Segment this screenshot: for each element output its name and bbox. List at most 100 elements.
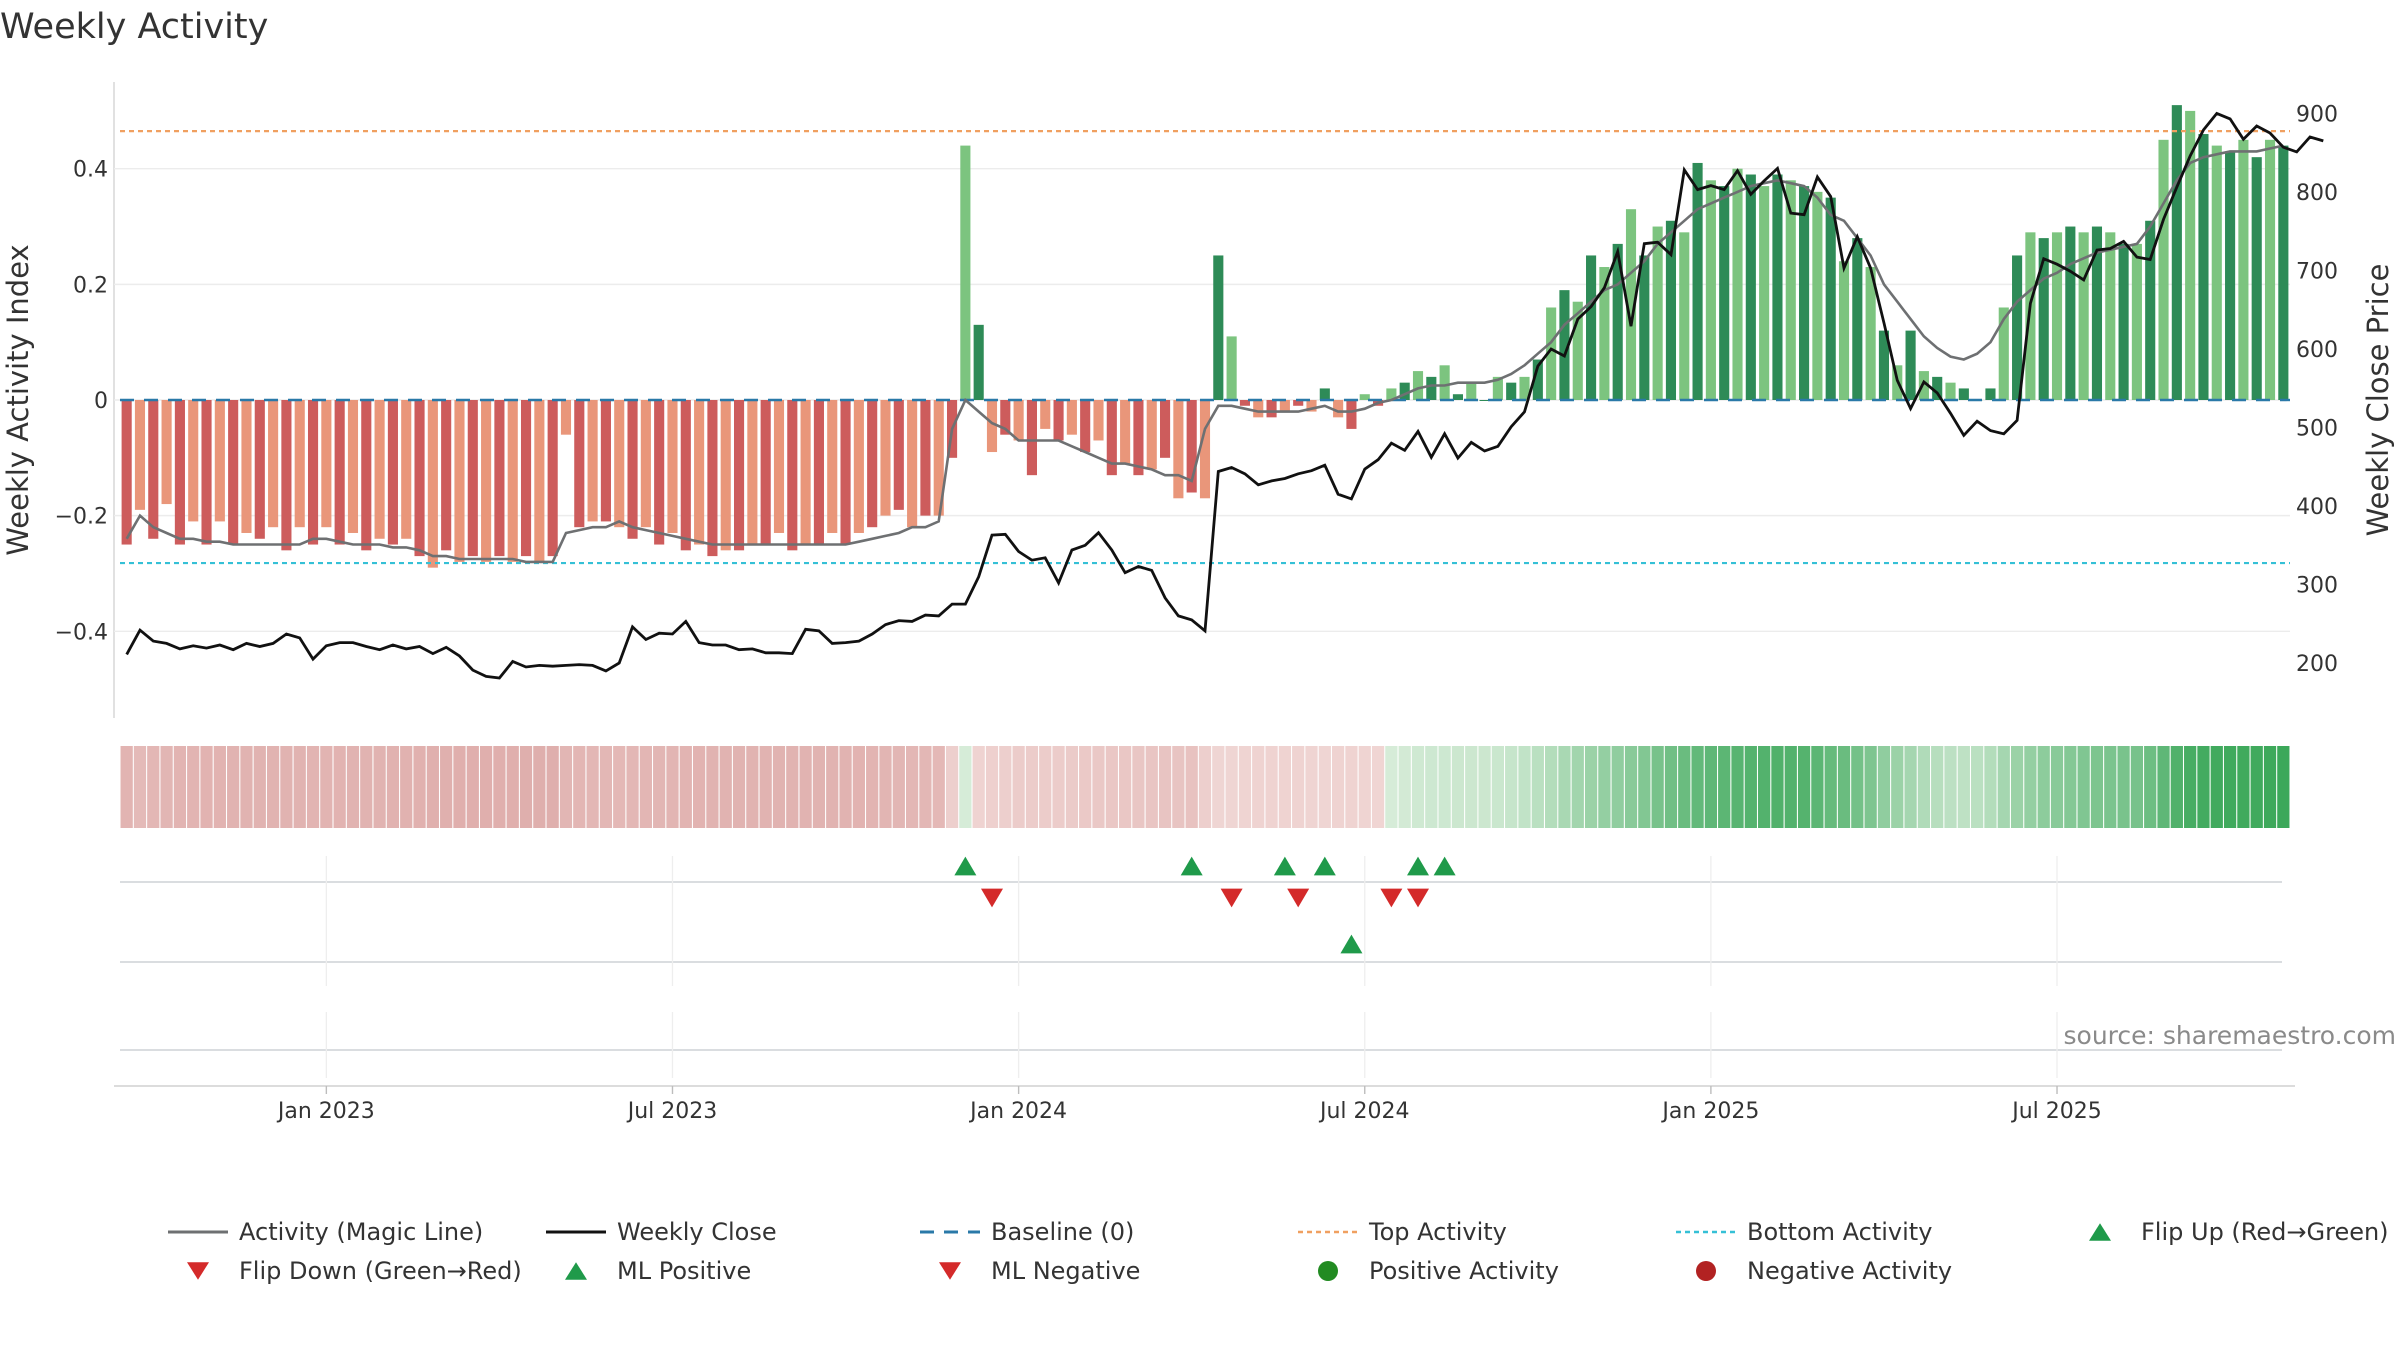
heat-strip-cell [266, 746, 280, 828]
activity-bar [960, 145, 971, 400]
activity-bar [1599, 267, 1610, 400]
heat-strip-cell [1172, 746, 1185, 828]
heat-strip-cell [1505, 746, 1518, 828]
legend-label: ML Positive [617, 1257, 751, 1285]
activity-bar [1319, 388, 1330, 400]
y-right-tick-label: 600 [2296, 338, 2338, 363]
heat-strip-cell [2277, 746, 2290, 828]
heat-strip-cell [1545, 746, 1558, 828]
heat-strip-cell [1704, 746, 1718, 828]
heat-strip-cell [1185, 746, 1198, 828]
heat-strip-cell [1092, 746, 1105, 828]
activity-bar [1692, 162, 1703, 400]
heat-strip-cell [1052, 746, 1065, 828]
magic-line-series [125, 144, 2284, 564]
activity-bar [188, 400, 199, 522]
heat-strip-cell [1571, 746, 1584, 828]
heat-strip-cell [200, 746, 213, 828]
heat-strip-cell [2064, 746, 2077, 828]
heat-strip-cell [1744, 746, 1757, 828]
heat-strip-cell [772, 746, 786, 828]
activity-bar [1785, 180, 1796, 400]
heat-strip-cell [147, 746, 160, 828]
source-credit: source: sharemaestro.com [2064, 1021, 2397, 1050]
heat-strip-cell [1864, 746, 1877, 828]
heat-strip-cell [1558, 746, 1571, 828]
heat-strip-cell [346, 746, 360, 828]
activity-bar [1399, 382, 1410, 400]
activity-bar [720, 400, 731, 551]
activity-bar [1093, 400, 1104, 441]
heat-strip-cell [2223, 746, 2237, 828]
activity-bar [1386, 388, 1397, 400]
legend-label: Top Activity [1368, 1218, 1507, 1246]
heat-strip-cell [613, 746, 626, 828]
activity-bar [867, 400, 878, 528]
activity-bar [1053, 400, 1064, 441]
heat-strip-cell [1824, 746, 1837, 828]
heat-strip-cell [666, 746, 679, 828]
activity-bar [1625, 209, 1637, 400]
heat-strip-cell [400, 746, 413, 828]
heat-strip-cell [453, 746, 466, 828]
heat-strip-cell [1891, 746, 1904, 828]
heat-strip-cell [1079, 746, 1092, 828]
heat-strip-cell [493, 746, 506, 828]
y-right-tick-label: 700 [2296, 259, 2338, 284]
activity-bar [1412, 371, 1424, 400]
activity-bar [121, 400, 132, 545]
activity-bar [2078, 232, 2089, 400]
legend-swatch [1696, 1261, 1716, 1281]
activity-bar [1293, 400, 1304, 406]
heat-strip-cell [160, 746, 173, 828]
heat-strip-cell [1145, 746, 1158, 828]
heat-strip-cell [1451, 746, 1465, 828]
activity-bar [174, 400, 185, 545]
activity-bar [1865, 267, 1876, 400]
activity-bar [1732, 168, 1743, 400]
activity-bar [1905, 330, 1916, 400]
heat-strip-cell [985, 746, 999, 828]
activity-bar [1160, 400, 1171, 458]
heat-strip-cell [1039, 746, 1052, 828]
heat-strip-cell [240, 746, 253, 828]
activity-bar [321, 400, 332, 528]
heat-strip-cell [2197, 746, 2210, 828]
activity-bar [1705, 180, 1716, 400]
ml-positive-marker [1340, 934, 1363, 954]
heat-strip-cell [639, 746, 652, 828]
heat-strip-cell [905, 746, 919, 828]
heat-strip-cell [2144, 746, 2157, 828]
heat-strip-cell [466, 746, 479, 828]
heat-strip-cell [1278, 746, 1292, 828]
flip-up-marker [1180, 856, 1203, 876]
heat-strip-cell [1411, 746, 1425, 828]
activity-bar [1932, 376, 1943, 400]
y-left-tick-label: 0 [94, 389, 108, 414]
heat-strip-cell [1611, 746, 1624, 828]
activity-bar [574, 400, 585, 528]
activity-bar [787, 400, 798, 551]
legend-label: ML Negative [991, 1257, 1140, 1285]
activity-bar [1466, 382, 1477, 400]
activity-bar [467, 400, 478, 557]
heat-strip-cell [1265, 746, 1278, 828]
flip-down-marker [980, 888, 1003, 908]
flip-up-marker [954, 856, 977, 876]
activity-bar [401, 400, 412, 539]
heat-strip-cell [2010, 746, 2024, 828]
activity-bar [1586, 255, 1597, 400]
activity-bar [334, 400, 345, 545]
heat-strip-cell [852, 746, 865, 828]
activity-bar [1652, 226, 1663, 400]
activity-bar [2264, 139, 2276, 400]
activity-bar [907, 400, 918, 528]
activity-bar [1439, 365, 1450, 400]
activity-bar [1173, 400, 1184, 499]
heat-strip-cell [1984, 746, 1997, 828]
heat-strip-cell [1198, 746, 1212, 828]
activity-bar [1266, 400, 1277, 418]
legend-label: Flip Down (Green→Red) [239, 1257, 522, 1285]
activity-bar [853, 400, 864, 533]
legend: Activity (Magic Line) Weekly Close Baselin… [168, 1218, 2389, 1285]
